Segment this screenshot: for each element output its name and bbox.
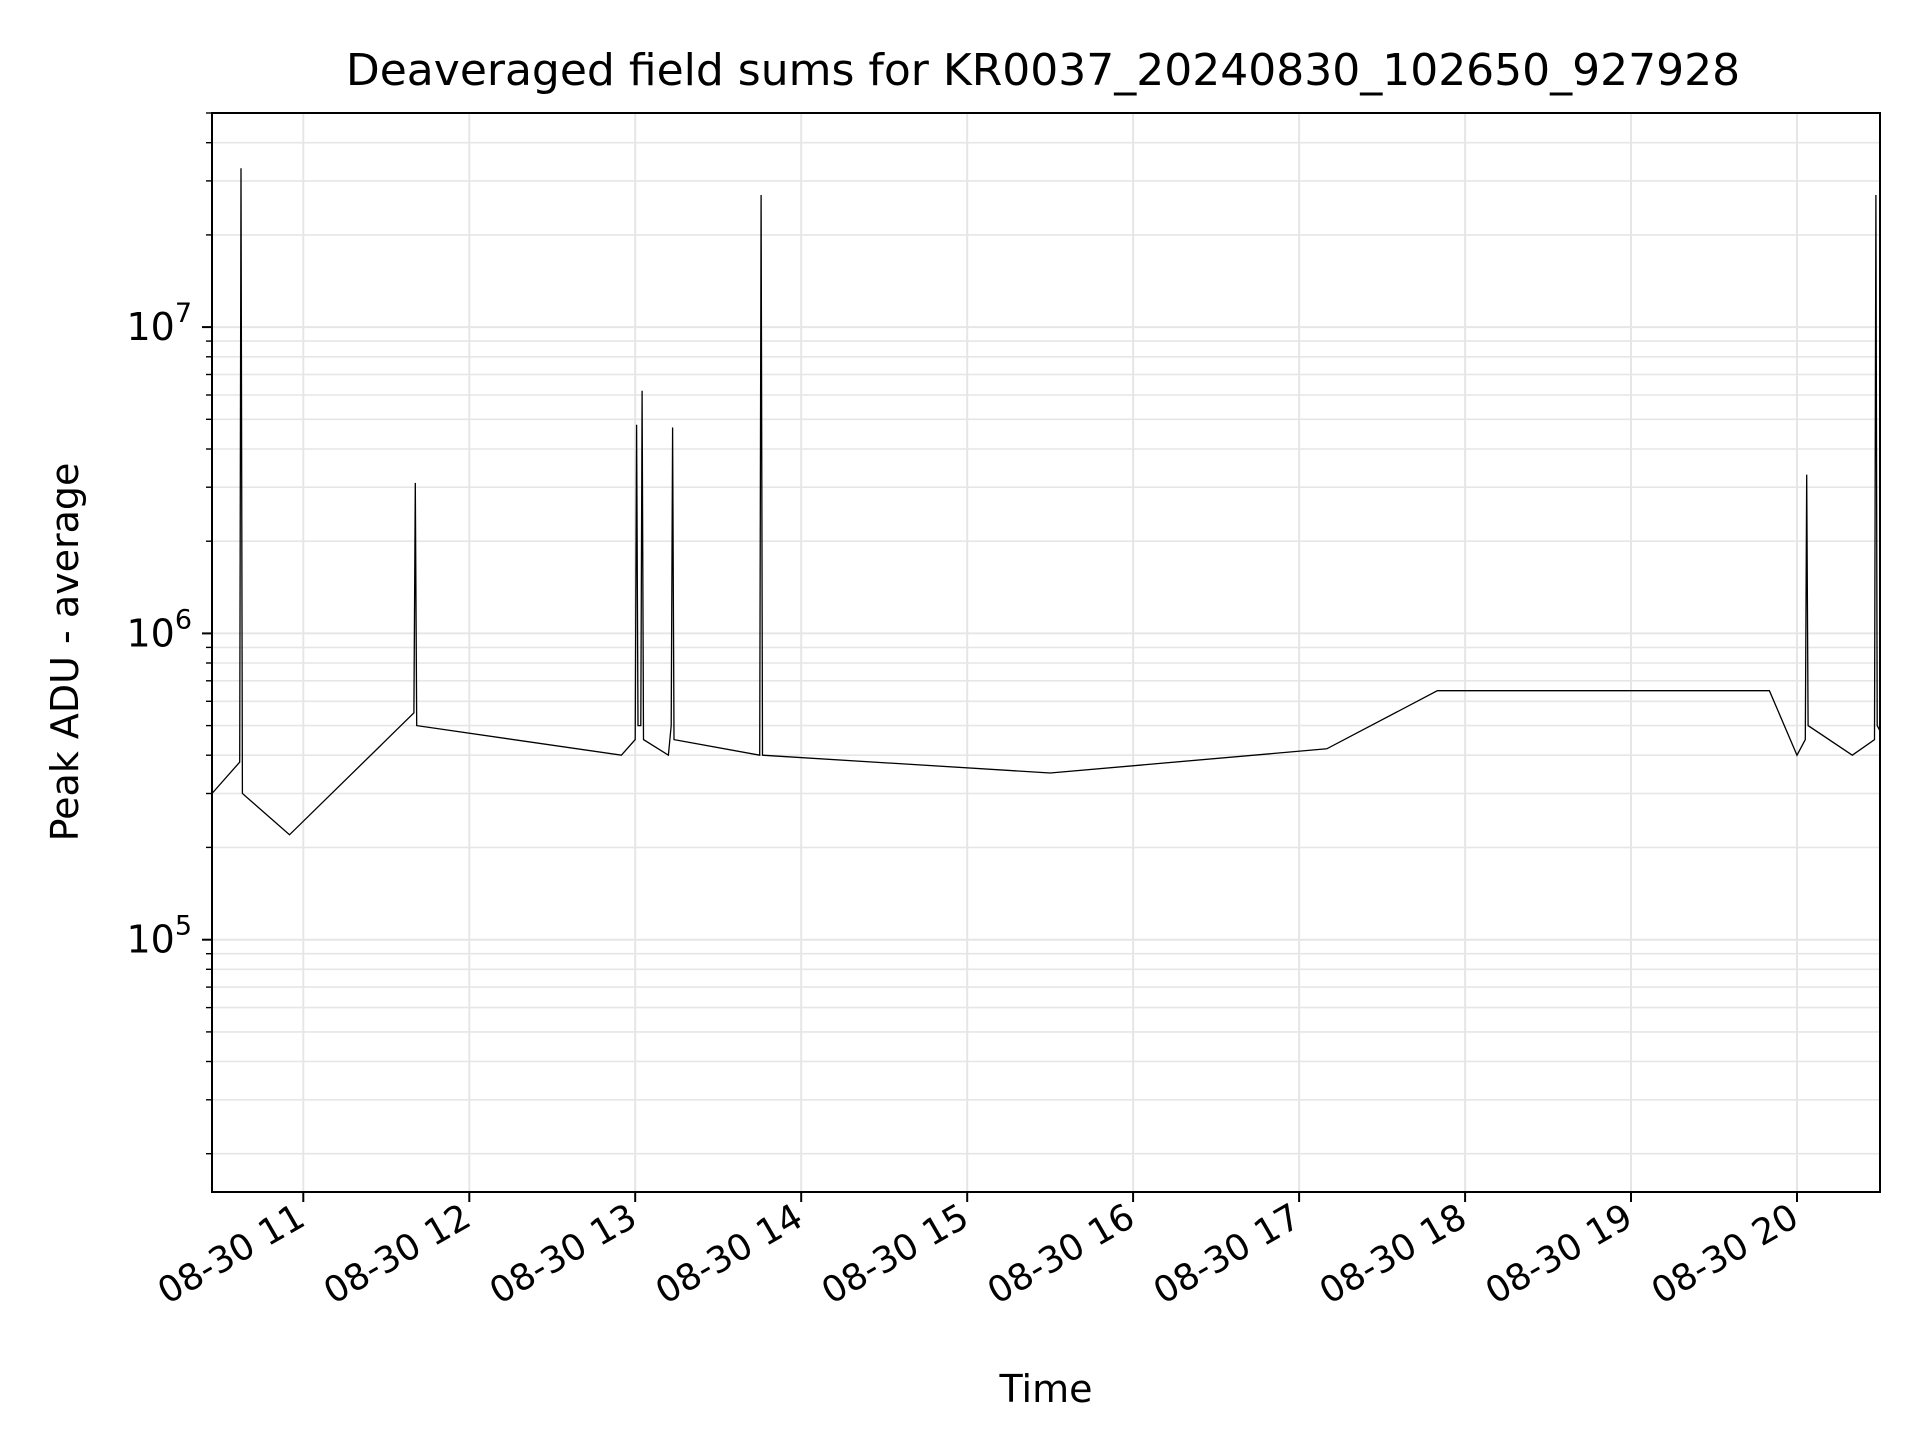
x-axis-label: Time [999, 1367, 1093, 1411]
y-axis: 105 106 107 [126, 112, 212, 1155]
y-axis-label: Peak ADU - average [43, 463, 87, 842]
y-tick-label: 106 [126, 604, 192, 655]
plot-frame [211, 112, 1881, 1193]
plot-area [211, 168, 1881, 836]
y-tick-label: 105 [126, 911, 192, 962]
data-series-line [211, 168, 1881, 836]
grid [212, 112, 1880, 1192]
y-tick-label: 107 [126, 298, 192, 349]
chart-title: Deaveraged field sums for KR0037_2024083… [346, 45, 1740, 96]
